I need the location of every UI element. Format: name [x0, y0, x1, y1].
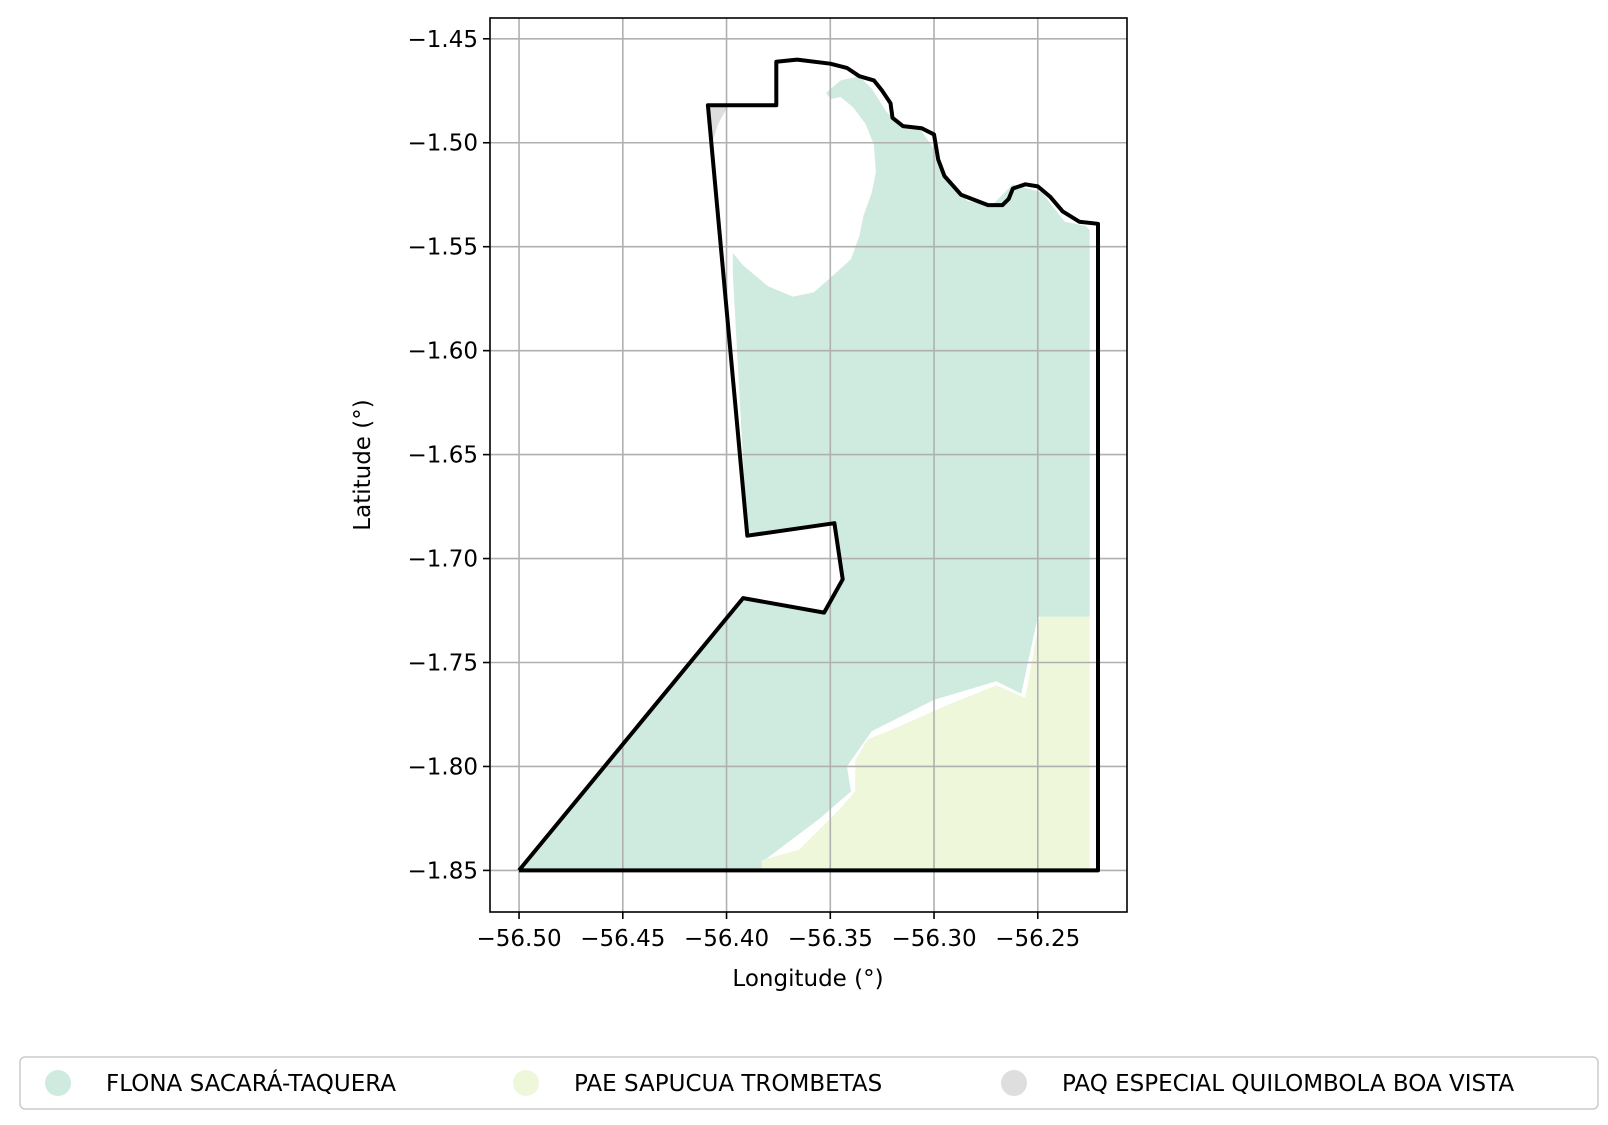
- x-tick-label: −56.30: [891, 926, 976, 952]
- y-tick-label: −1.60: [408, 339, 478, 365]
- y-axis-label: Latitude (°): [350, 399, 376, 530]
- legend-swatch-paq: [1001, 1070, 1027, 1096]
- map-layer-1: [761, 616, 1090, 871]
- legend-label-flona: FLONA SACARÁ-TAQUERA: [106, 1069, 396, 1097]
- map-layer-0: [519, 76, 1090, 871]
- x-tick-label: −56.45: [580, 926, 665, 952]
- x-tick-label: −56.35: [788, 926, 873, 952]
- y-tick-label: −1.75: [408, 651, 478, 677]
- legend-item-pae: PAE SAPUCUA TROMBETAS: [513, 1070, 882, 1097]
- y-tick-label: −1.50: [408, 131, 478, 157]
- y-tick-label: −1.70: [408, 547, 478, 573]
- axes-frame: [489, 17, 1128, 913]
- y-tick-label: −1.45: [408, 27, 478, 53]
- boundary-outline: [517, 57, 1100, 873]
- map-layers: [519, 76, 1090, 871]
- boundary-layer: [517, 57, 1100, 873]
- x-tick-label: −56.40: [684, 926, 769, 952]
- legend-item-paq: PAQ ESPECIAL QUILOMBOLA BOA VISTA: [1001, 1070, 1514, 1097]
- x-tick-label: −56.25: [995, 926, 1080, 952]
- plot-area: [489, 17, 1128, 913]
- legend: FLONA SACARÁ-TAQUERA PAE SAPUCUA TROMBET…: [19, 1056, 1599, 1110]
- legend-item-flona: FLONA SACARÁ-TAQUERA: [45, 1069, 396, 1097]
- y-axis-ticks: −1.45 −1.50 −1.55 −1.60 −1.65 −1.70 −1.75 −1.80…: [408, 27, 490, 884]
- legend-label-paq: PAQ ESPECIAL QUILOMBOLA BOA VISTA: [1062, 1071, 1514, 1097]
- legend-swatch-flona: [45, 1070, 71, 1096]
- legend-label-pae: PAE SAPUCUA TROMBETAS: [574, 1071, 882, 1097]
- y-tick-label: −1.80: [408, 754, 478, 780]
- y-tick-label: −1.85: [408, 858, 478, 884]
- map-layer-2: [707, 105, 729, 143]
- y-tick-label: −1.55: [408, 235, 478, 261]
- legend-swatch-pae: [513, 1070, 539, 1096]
- x-axis-ticks: −56.50 −56.45 −56.40 −56.35 −56.30 −56.25: [476, 912, 1080, 952]
- y-tick-label: −1.65: [408, 443, 478, 469]
- legend-frame: [19, 1056, 1599, 1110]
- x-tick-label: −56.50: [476, 926, 561, 952]
- x-axis-label: Longitude (°): [732, 966, 883, 992]
